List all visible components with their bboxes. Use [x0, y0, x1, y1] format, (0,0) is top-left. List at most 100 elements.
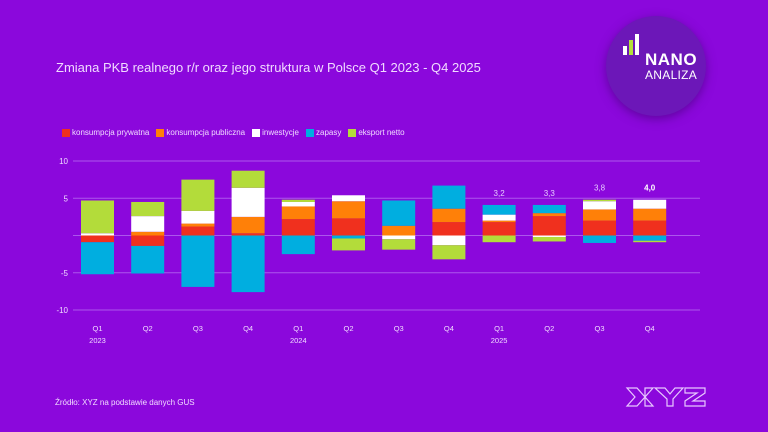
chart-title: Zmiana PKB realnego r/r oraz jego strukt… — [56, 60, 481, 75]
bar-segment — [382, 225, 416, 236]
bar-segment — [332, 195, 365, 202]
x-tick-label: Q3 — [594, 324, 604, 333]
bar-segment — [281, 206, 315, 220]
bar-segment — [131, 201, 165, 217]
bar-segment — [181, 226, 215, 236]
bar-segment — [131, 231, 165, 236]
data-label: 3,2 — [494, 189, 506, 198]
legend-swatch — [306, 128, 314, 137]
bar-segment — [432, 245, 466, 260]
x-year-label: 2025 — [491, 336, 508, 345]
chart-legend: konsumpcja prywatna konsumpcja publiczna i… — [62, 128, 405, 137]
bar-segment — [281, 199, 315, 202]
bar-segment — [482, 220, 516, 223]
bar-segment — [81, 200, 114, 234]
bar-segment — [432, 185, 466, 209]
data-label: 3,3 — [544, 189, 556, 198]
bar-segment — [633, 220, 667, 236]
bar-segment — [532, 235, 566, 237]
bar-segment — [583, 220, 616, 236]
legend-swatch — [156, 128, 165, 137]
bar-segment — [231, 233, 265, 236]
bar-segment — [231, 170, 265, 188]
logo-bar — [623, 46, 627, 55]
bar-segment — [231, 235, 265, 293]
bar-segment — [332, 238, 365, 251]
bar-segment — [432, 222, 466, 236]
logo-bar — [629, 40, 633, 55]
bar-segment — [382, 235, 416, 240]
bar-segment — [181, 223, 215, 227]
legend-swatch — [62, 128, 70, 137]
x-tick-label: Q3 — [193, 324, 203, 333]
logo-text-analiza: ANALIZA — [645, 68, 698, 82]
bar-segment — [532, 216, 566, 236]
bar-segment — [181, 179, 215, 211]
legend-item: inwestycje — [252, 128, 299, 137]
x-tick-label: Q2 — [544, 324, 554, 333]
x-tick-label: Q1 — [92, 324, 102, 333]
x-year-label: 2024 — [290, 336, 307, 345]
nano-analiza-logo: NANO ANALIZA — [606, 16, 706, 116]
bar-segment — [532, 204, 566, 214]
bar-segment — [432, 208, 466, 223]
bar-segment — [633, 199, 667, 209]
x-tick-label: Q4 — [243, 324, 253, 333]
bar-segment — [482, 214, 516, 221]
bar-segment — [281, 201, 315, 207]
bar-segment — [231, 216, 265, 234]
bar-segment — [181, 235, 215, 287]
y-tick-label: 10 — [59, 157, 68, 166]
bar-segment — [281, 235, 315, 255]
bar-segment — [583, 209, 616, 221]
bar-segment — [482, 204, 516, 215]
bar-segment — [181, 210, 215, 224]
bar-segment — [131, 245, 165, 274]
bar-segment — [81, 242, 114, 275]
x-tick-label: Q2 — [143, 324, 153, 333]
bar-segment — [131, 235, 165, 246]
data-label: 3,8 — [594, 184, 606, 193]
bar-segment — [281, 219, 315, 236]
bar-segment — [81, 235, 114, 243]
bar-segment — [482, 235, 516, 243]
x-tick-label: Q4 — [645, 324, 655, 333]
legend-swatch — [348, 128, 357, 137]
bar-segment — [382, 239, 416, 250]
bar-segment — [332, 201, 365, 219]
bar-segment — [583, 201, 616, 210]
x-tick-label: Q4 — [444, 324, 454, 333]
bar-segment — [583, 235, 616, 243]
bar-segment — [532, 213, 566, 217]
legend-label: inwestycje — [262, 128, 299, 137]
data-label: 4,0 — [644, 184, 656, 193]
bar-segment — [81, 233, 114, 236]
legend-label: zapasy — [316, 128, 342, 137]
x-tick-label: Q1 — [494, 324, 504, 333]
y-tick-label: 5 — [64, 194, 69, 203]
bar-segment — [532, 236, 566, 242]
source-note: Źródło: XYZ na podstawie danych GUS — [55, 398, 195, 407]
bar-segment — [633, 240, 667, 243]
y-tick-label: -10 — [56, 306, 68, 315]
legend-label: konsumpcja publiczna — [166, 128, 246, 137]
bar-segment — [231, 187, 265, 217]
logo-bar — [635, 34, 639, 55]
bar-segment — [332, 235, 365, 239]
x-tick-label: Q3 — [394, 324, 404, 333]
bar-segment — [382, 200, 416, 226]
bar-segment — [583, 199, 616, 202]
x-tick-label: Q2 — [343, 324, 353, 333]
legend-item: konsumpcja publiczna — [156, 128, 245, 137]
legend-label: konsumpcja prywatna — [72, 128, 150, 137]
legend-item: zapasy — [306, 128, 341, 137]
logo-text-nano: NANO — [645, 50, 698, 69]
xyz-brand-logo — [625, 387, 706, 407]
bar-segment — [482, 222, 516, 236]
x-tick-label: Q1 — [293, 324, 303, 333]
legend-label: eksport netto — [358, 128, 405, 137]
bar-segment — [432, 235, 466, 246]
bar-segment — [332, 218, 365, 236]
bar-segment — [131, 216, 165, 232]
